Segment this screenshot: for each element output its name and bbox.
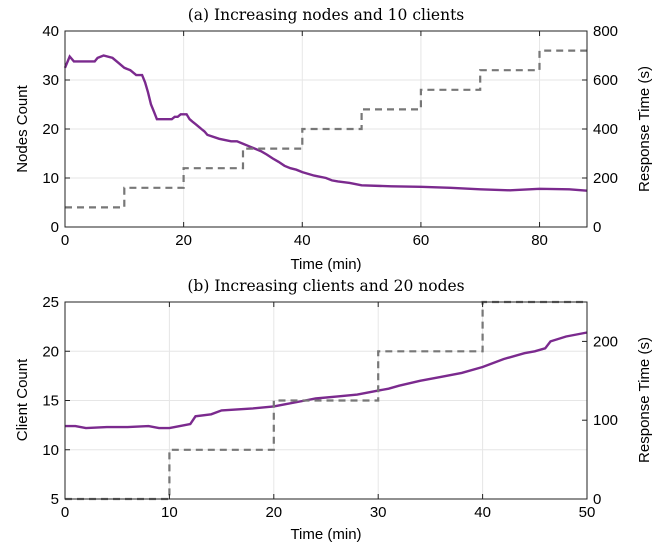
chart-b-y-left-tick-label-1: 10 — [42, 442, 59, 459]
chart-a-y-right-label: Response Time (s) — [636, 66, 653, 192]
chart-b-x-tick-label-2: 20 — [265, 504, 282, 521]
chart-a-title: (a) Increasing nodes and 10 clients — [188, 6, 465, 24]
chart-a-x-tick-label-0: 0 — [61, 232, 69, 249]
chart-a-x-tick-label-2: 40 — [294, 232, 311, 249]
chart-b-y-right-tick-label-2: 200 — [593, 333, 618, 350]
chart-b-series-count-line — [65, 331, 588, 430]
chart-b-y-left-tick-label-3: 20 — [42, 343, 59, 360]
chart-a-y-left-tick-label-0: 0 — [51, 219, 59, 236]
chart-a-series — [63, 49, 588, 209]
chart-b-y-right-label: Response Time (s) — [636, 337, 653, 463]
chart-a-y-left-tick-label-1: 10 — [42, 170, 59, 187]
chart-a-x-tick-label-1: 20 — [175, 232, 192, 249]
chart-b-x-tick-label-0: 0 — [61, 504, 69, 521]
chart-a-y-left-tick-label-3: 30 — [42, 72, 59, 89]
chart-a-x-tick-label-4: 80 — [531, 232, 548, 249]
chart-b-grid — [64, 301, 588, 500]
chart-b-ticks: 0 10 20 30 40 50 5 10 15 20 25 0 100 200 — [42, 294, 618, 521]
chart-b-y-right-tick-label-0: 0 — [593, 491, 601, 508]
chart-a-y-right-tick-label-4: 800 — [593, 23, 618, 40]
chart-b-title: (b) Increasing clients and 20 nodes — [187, 277, 464, 295]
chart-a-y-right-tick-label-1: 200 — [593, 170, 618, 187]
chart-a-y-right-tick-label-3: 600 — [593, 72, 618, 89]
chart-b-x-tick-label-4: 40 — [474, 504, 491, 521]
chart-a-y-right-tick-label-0: 0 — [593, 219, 601, 236]
chart-b-y-left-tick-label-0: 5 — [51, 491, 59, 508]
chart-b: 0 10 20 30 40 50 5 10 15 20 25 0 100 200 (b) Increasi… — [14, 277, 653, 543]
chart-a-y-left-label: Nodes Count — [14, 84, 31, 172]
chart-b-x-tick-label-3: 30 — [370, 504, 387, 521]
chart-b-series — [65, 300, 588, 501]
chart-a-y-left-tick-label-2: 20 — [42, 121, 59, 138]
chart-b-y-right-tick-label-1: 100 — [593, 412, 618, 429]
chart-a-y-left-tick-label-4: 40 — [42, 23, 59, 40]
chart-a-x-axis-label: Time (min) — [290, 256, 361, 273]
chart-b-y-left-label: Client Count — [14, 358, 31, 441]
chart-b-x-tick-label-1: 10 — [161, 504, 178, 521]
chart-a-series-count-line — [63, 54, 588, 192]
chart-b-x-axis-label: Time (min) — [290, 526, 361, 543]
chart-b-series-response-time-line — [65, 300, 587, 501]
chart-b-y-left-tick-label-2: 15 — [42, 393, 59, 410]
chart-a-x-tick-label-3: 60 — [413, 232, 430, 249]
chart-b-y-left-tick-label-4: 25 — [42, 294, 59, 311]
chart-a-y-right-tick-label-2: 400 — [593, 121, 618, 138]
chart-b-x-tick-label-5: 50 — [579, 504, 596, 521]
